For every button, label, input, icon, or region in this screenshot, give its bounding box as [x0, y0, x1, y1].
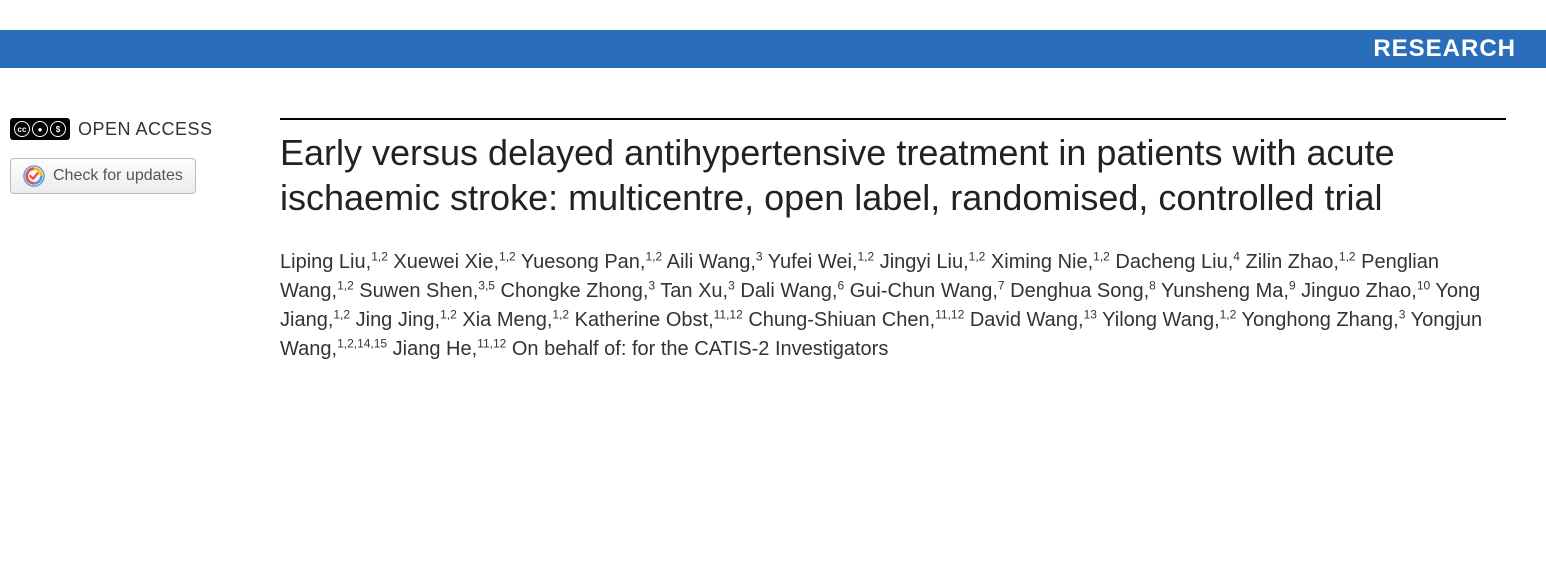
- open-access-row: cc ● $ OPEN ACCESS: [10, 118, 260, 140]
- check-updates-label: Check for updates: [53, 167, 183, 185]
- cc-icon: cc: [14, 121, 30, 137]
- nc-icon: $: [50, 121, 66, 137]
- section-banner: RESEARCH: [0, 30, 1546, 68]
- by-icon: ●: [32, 121, 48, 137]
- open-access-label: OPEN ACCESS: [78, 119, 213, 140]
- title-rule: [280, 118, 1506, 120]
- cc-license-badge: cc ● $: [10, 118, 70, 140]
- article-title: Early versus delayed antihypertensive tr…: [280, 130, 1506, 220]
- banner-label: RESEARCH: [1373, 35, 1516, 63]
- main-column: Early versus delayed antihypertensive tr…: [280, 118, 1546, 364]
- sidebar: cc ● $ OPEN ACCESS Check for updates: [0, 118, 280, 364]
- check-updates-button[interactable]: Check for updates: [10, 158, 196, 194]
- author-list: Liping Liu,1,2 Xuewei Xie,1,2 Yuesong Pa…: [280, 248, 1506, 364]
- content-area: cc ● $ OPEN ACCESS Check for updates Ear…: [0, 118, 1546, 364]
- crossmark-icon: [23, 165, 45, 187]
